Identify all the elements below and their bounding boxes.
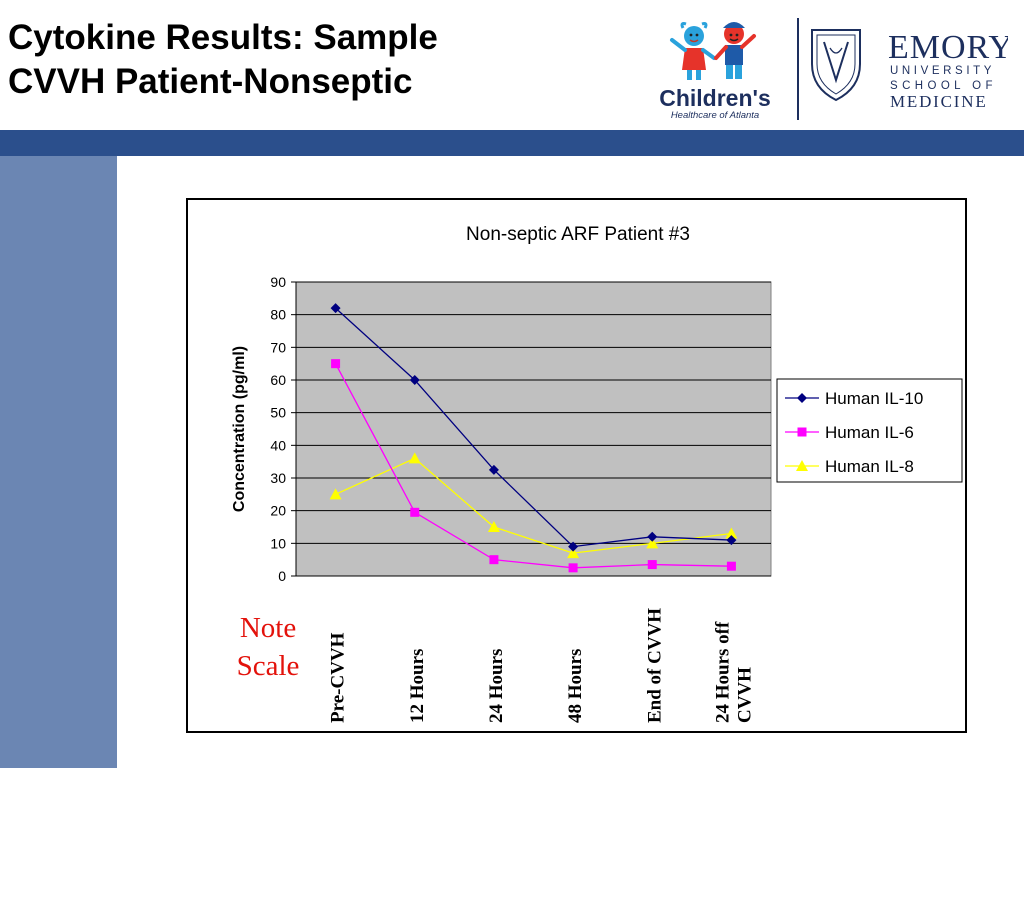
- x-tick-label: End of CVVH: [644, 608, 665, 723]
- data-point: [726, 535, 737, 546]
- x-tick-label-line: 24 Hours: [486, 649, 507, 723]
- page-number: 18: [40, 886, 56, 902]
- y-tick-label: 30: [270, 470, 286, 486]
- x-tick-label: 48 Hours: [565, 649, 586, 723]
- data-point: [568, 541, 579, 552]
- data-point: [726, 561, 736, 571]
- childrens-healthcare-logo: Children's Healthcare of Atlanta: [659, 22, 771, 121]
- y-tick-label: 10: [270, 535, 286, 551]
- note-scale-annotation: Note Scale: [216, 609, 320, 685]
- legend-label: Human IL-6: [825, 423, 914, 442]
- data-point: [487, 521, 500, 532]
- y-tick-label: 40: [270, 437, 286, 453]
- y-axis-label: Concentration (pg/ml): [231, 346, 248, 512]
- y-tick-label: 20: [270, 503, 286, 519]
- data-point: [408, 452, 421, 464]
- x-tick-label: 24 Hours: [486, 649, 507, 723]
- legend-item: Human IL-6: [785, 423, 914, 442]
- series-human-il-6: [331, 359, 736, 573]
- grid-lines: [296, 281, 771, 544]
- data-point: [725, 527, 738, 539]
- slide-title-line-2: CVVH Patient-Nonseptic: [8, 62, 413, 101]
- x-tick-label: Pre-CVVH: [328, 632, 349, 723]
- plot-area: [295, 281, 772, 577]
- emory-logo-medicine: MEDICINE: [890, 92, 988, 111]
- x-tick-label: 24 Hours off CVVH: [712, 621, 755, 723]
- emory-logo-university: UNIVERSITY: [890, 65, 995, 77]
- note-line-2: Scale: [236, 650, 300, 682]
- x-axis: Pre-CVVH 12 Hours 24 Hours 48 Hours End of C…: [296, 575, 771, 723]
- series-human-il-8: [329, 452, 738, 559]
- data-point: [410, 507, 420, 517]
- data-point: [488, 464, 499, 475]
- legend-label: Human IL-8: [825, 457, 914, 476]
- note-line-1: Note: [239, 612, 297, 644]
- data-point: [489, 555, 499, 565]
- series-line: [335, 363, 732, 569]
- emory-shield-icon: [811, 29, 861, 102]
- x-tick-label-line: End of CVVH: [644, 608, 665, 723]
- data-point: [647, 560, 657, 570]
- x-tick-label-line: Pre-CVVH: [328, 632, 349, 723]
- series-human-il-10: [330, 303, 737, 552]
- left-sidebar-band: 18: [0, 156, 117, 902]
- chart-title: Non-septic ARF Patient #3: [466, 224, 690, 245]
- y-axis: 0 10 20 30 40 50 60 70 80 90: [270, 274, 297, 584]
- emory-school-of-medicine-logo: EMORY UNIVERSITY SCHOOL OF MEDICINE: [811, 29, 1008, 111]
- data-point: [646, 537, 659, 549]
- logo-divider: [797, 18, 799, 120]
- data-point: [567, 547, 580, 559]
- y-tick-label: 80: [270, 307, 286, 323]
- legend-marker: [797, 393, 807, 403]
- y-tick-label: 90: [270, 274, 286, 290]
- y-tick-label: 70: [270, 339, 286, 355]
- x-tick-label-line: CVVH: [734, 667, 755, 723]
- x-tick-label: 12 Hours: [407, 649, 428, 723]
- series-line: [335, 307, 732, 548]
- emory-logo-school-of: SCHOOL OF: [890, 80, 997, 92]
- data-point: [568, 563, 578, 573]
- legend-marker: [797, 427, 807, 437]
- y-tick-label: 50: [270, 405, 286, 421]
- series-layer: [329, 303, 738, 573]
- line-chart: Non-septic ARF Patient #3 0 10 20 30 40 50 60 7…: [231, 224, 963, 723]
- header-accent-bar: [0, 130, 1024, 156]
- data-point: [647, 531, 658, 542]
- data-point: [331, 359, 341, 369]
- legend-marker: [796, 460, 808, 471]
- chart-frame: Non-septic ARF Patient #3 0 10 20 30 40 50 60 7…: [186, 198, 967, 733]
- data-point: [329, 488, 342, 500]
- legend-item: Human IL-10: [785, 389, 923, 408]
- legend-box: [776, 378, 963, 483]
- x-tick-label-line: 24 Hours off: [712, 621, 733, 723]
- x-tick-label-line: 48 Hours: [565, 649, 586, 723]
- y-tick-label: 60: [270, 372, 286, 388]
- slide-title-line-1: Cytokine Results: Sample: [8, 18, 438, 57]
- x-tick-label-line: 12 Hours: [407, 649, 428, 723]
- legend-item: Human IL-8: [785, 457, 914, 476]
- childrens-logo-name: Children's: [659, 85, 771, 111]
- legend-label: Human IL-10: [825, 389, 923, 408]
- slide-header: Cytokine Results: Sample CVVH Patient-No…: [0, 0, 1024, 130]
- data-point: [330, 303, 341, 314]
- y-tick-label: 0: [278, 568, 286, 584]
- childrens-logo-tagline: Healthcare of Atlanta: [671, 110, 759, 121]
- series-line: [335, 457, 732, 554]
- slide-title: Cytokine Results: Sample CVVH Patient-No…: [8, 16, 568, 104]
- emory-logo-name: EMORY: [888, 29, 1008, 66]
- data-point: [409, 375, 420, 385]
- chart-legend: Human IL-10 Human IL-6 Human IL-8: [776, 378, 963, 483]
